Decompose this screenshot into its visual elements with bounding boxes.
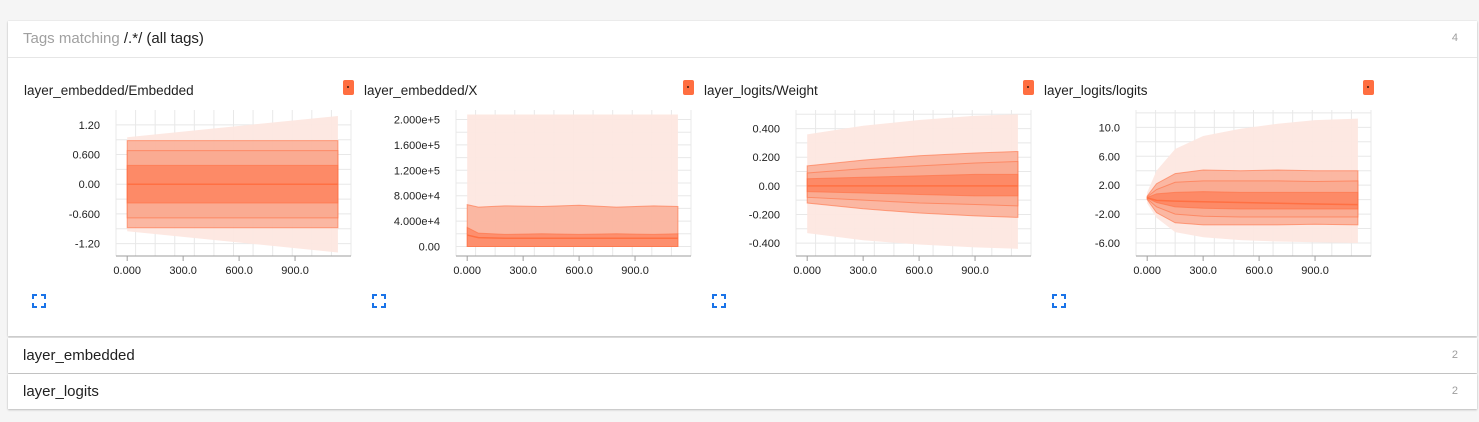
median-line [467,234,678,239]
chart-svg: 1.20 0.600 0.00 -0.600 -1.20 0.000 300.0 600.0 9… [69,110,352,277]
expand-icon[interactable] [712,294,726,308]
x-tick-label: 0.000 [113,265,141,277]
x-tick-label: 0.000 [453,265,481,277]
chart-card: layer_embedded/Embedded 1.20 0.600 0.00 -0.… [16,70,356,310]
chart-title: layer_embedded/X [364,83,478,98]
tag-count-badge: 4 [1451,32,1458,44]
tags-matching-label: Tags matching [23,30,124,47]
regex-pattern: /.*/ [123,30,143,47]
run-color-button[interactable] [1023,80,1034,95]
x-tick-label: 300.0 [1189,265,1217,277]
x-tick-label: 600.0 [905,265,933,277]
median-line [1146,197,1358,206]
y-tick-label: 1.600e+5 [394,140,440,152]
y-tick-label: 0.00 [79,179,100,191]
y-tick-label: 0.00 [419,241,440,253]
chart-card: layer_logits/logits 10.0 6.00 2.00 -2.00 -6.… [1036,70,1376,310]
x-tick-label: 900.0 [1301,265,1329,277]
tag-group-all-tags: Tags matching /.*/ (all tags) 4 layer_em… [8,21,1477,336]
chart-title: layer_logits/logits [1044,83,1148,98]
chart-card: layer_embedded/X 2.000e+5 1.600e+5 1.200e+… [356,70,696,310]
y-tick-label: 0.600 [72,150,100,162]
tag-count-badge: 2 [1451,385,1458,397]
x-tick-label: 900.0 [621,265,649,277]
distribution-band [466,226,679,247]
chart-title: layer_embedded/Embedded [24,83,194,98]
header-divider [8,57,1477,58]
x-tick-label: 600.0 [225,265,253,277]
y-tick-label: 8.000e+4 [394,191,440,203]
run-color-button[interactable] [683,80,694,95]
chart-svg: 0.400 0.200 0.00 -0.200 -0.400 0.000 300.0 600.… [749,110,1032,277]
expand-icon[interactable] [372,294,386,308]
y-tick-label: 4.000e+4 [394,216,440,228]
x-tick-label: 300.0 [849,265,877,277]
y-tick-label: -0.600 [69,209,100,221]
y-tick-label: -0.400 [749,238,780,250]
distribution-band [1146,191,1359,210]
expand-icon[interactable] [1052,294,1066,308]
y-tick-label: 1.20 [79,120,100,132]
y-tick-label: 6.00 [1099,151,1120,163]
tag-count-badge: 2 [1451,349,1458,361]
y-tick-label: -6.00 [1095,238,1120,250]
x-tick-label: 0.000 [1133,265,1161,277]
y-tick-label: 2.000e+5 [394,115,440,127]
tag-group-header[interactable]: layer_embedded 2 [8,338,1477,373]
x-tick-label: 300.0 [169,265,197,277]
chart-card: layer_logits/Weight 0.400 0.200 0.00 -0.200… [696,70,1036,310]
x-tick-label: 600.0 [565,265,593,277]
x-tick-label: 900.0 [281,265,309,277]
run-color-button[interactable] [343,80,354,95]
x-tick-label: 300.0 [509,265,537,277]
x-tick-label: 900.0 [961,265,989,277]
chart-title: layer_logits/Weight [704,83,818,98]
tag-group-label: layer_logits [23,383,99,400]
y-tick-label: -0.200 [749,209,780,221]
y-tick-label: 10.0 [1099,122,1120,134]
y-tick-label: -1.20 [75,239,100,251]
x-tick-label: 600.0 [1245,265,1273,277]
tag-group-label: layer_embedded [23,347,135,364]
run-color-button[interactable] [1363,80,1374,95]
all-tags-label: (all tags) [142,30,204,47]
y-tick-label: 2.00 [1099,180,1120,192]
tag-group-layer-logits[interactable]: layer_logits 2 [8,374,1477,409]
tag-group-header[interactable]: layer_logits 2 [8,374,1477,409]
y-tick-label: 0.00 [759,181,780,193]
y-tick-label: 1.200e+5 [394,165,440,177]
y-tick-label: 0.400 [752,124,780,136]
y-tick-label: -2.00 [1095,209,1120,221]
tag-group-layer-embedded[interactable]: layer_embedded 2 [8,338,1477,373]
x-tick-label: 0.000 [793,265,821,277]
chart-svg: 10.0 6.00 2.00 -2.00 -6.00 0.000 300.0 600.0 900… [1095,110,1372,277]
y-tick-label: 0.200 [752,152,780,164]
chart-svg: 2.000e+5 1.600e+5 1.200e+5 8.000e+4 4.000e+4… [394,110,692,277]
expand-icon[interactable] [32,294,46,308]
tag-group-header-all[interactable]: Tags matching /.*/ (all tags) 4 [8,21,1477,57]
